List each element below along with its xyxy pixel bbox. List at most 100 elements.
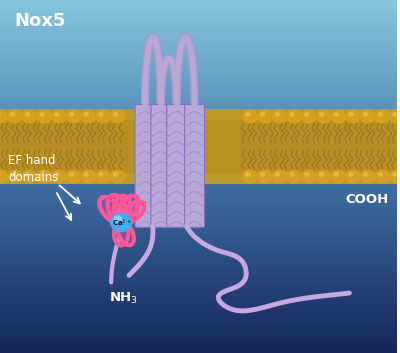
Bar [0, 238, 397, 243]
Bar [0, 137, 397, 141]
Bar [0, 172, 397, 176]
Circle shape [25, 112, 30, 117]
Bar [0, 176, 397, 181]
Bar [0, 71, 397, 75]
Circle shape [345, 109, 361, 124]
Polygon shape [118, 196, 138, 223]
Bar [0, 221, 397, 225]
Bar [0, 269, 397, 274]
Circle shape [360, 169, 376, 184]
Bar [0, 247, 397, 251]
Circle shape [98, 112, 104, 117]
Circle shape [114, 215, 122, 223]
Circle shape [110, 169, 126, 184]
Circle shape [301, 169, 317, 184]
Bar [0, 31, 397, 35]
Circle shape [113, 172, 118, 177]
Circle shape [69, 172, 74, 177]
Bar [0, 203, 397, 208]
Bar [0, 194, 397, 198]
Circle shape [374, 109, 390, 124]
Circle shape [330, 169, 346, 184]
Bar [0, 340, 397, 344]
Polygon shape [99, 197, 124, 223]
Circle shape [54, 172, 60, 177]
Text: Ca$^{2+}$: Ca$^{2+}$ [112, 217, 131, 229]
Bar [0, 154, 397, 159]
Bar [0, 304, 397, 309]
FancyBboxPatch shape [185, 104, 204, 227]
Circle shape [242, 109, 258, 124]
Circle shape [66, 169, 82, 184]
Bar [0, 216, 397, 221]
Bar [0, 212, 397, 216]
Bar [0, 181, 397, 185]
Bar [0, 66, 397, 71]
Bar [0, 57, 397, 62]
Bar [0, 185, 397, 190]
Bar [0, 13, 397, 18]
Circle shape [378, 112, 383, 117]
Bar [0, 9, 397, 13]
Bar [0, 168, 397, 172]
Bar [0, 234, 397, 238]
FancyBboxPatch shape [167, 104, 187, 227]
Bar [0, 322, 397, 327]
Circle shape [316, 109, 332, 124]
Circle shape [0, 109, 8, 124]
Circle shape [289, 172, 295, 177]
Bar [0, 141, 397, 145]
Bar [0, 260, 397, 265]
Circle shape [374, 169, 390, 184]
Circle shape [54, 112, 60, 117]
Bar [0, 22, 397, 26]
Circle shape [272, 109, 287, 124]
Circle shape [36, 109, 52, 124]
Bar [0, 4, 397, 9]
Bar [0, 243, 397, 247]
Circle shape [275, 172, 280, 177]
Circle shape [0, 169, 8, 184]
Bar [0, 124, 397, 128]
Circle shape [363, 172, 368, 177]
Circle shape [304, 172, 310, 177]
Bar [0, 229, 397, 234]
Circle shape [22, 109, 37, 124]
Circle shape [80, 169, 96, 184]
Circle shape [36, 169, 52, 184]
Bar [0, 84, 397, 88]
Bar [0, 40, 397, 44]
Circle shape [95, 109, 111, 124]
Circle shape [286, 109, 302, 124]
Polygon shape [108, 195, 126, 222]
Circle shape [334, 112, 339, 117]
Circle shape [348, 112, 354, 117]
Bar [0, 313, 397, 318]
Polygon shape [118, 222, 134, 245]
Bar [0, 35, 397, 40]
Circle shape [363, 112, 368, 117]
Circle shape [389, 109, 400, 124]
Bar [0, 295, 397, 300]
Circle shape [257, 109, 273, 124]
Circle shape [260, 112, 266, 117]
Bar [0, 163, 397, 168]
Circle shape [289, 112, 295, 117]
Circle shape [272, 169, 287, 184]
Bar [0, 335, 397, 340]
Polygon shape [114, 222, 128, 245]
Circle shape [110, 109, 126, 124]
Bar [0, 251, 397, 256]
Circle shape [10, 112, 16, 117]
Bar [0, 106, 397, 110]
Circle shape [245, 172, 251, 177]
Circle shape [51, 109, 67, 124]
Bar [0, 115, 397, 119]
Circle shape [110, 213, 132, 232]
Bar [0, 0, 397, 4]
Bar [0, 207, 397, 212]
Circle shape [257, 169, 273, 184]
Polygon shape [120, 202, 144, 223]
Bar [0, 256, 397, 261]
Bar [0, 145, 397, 150]
